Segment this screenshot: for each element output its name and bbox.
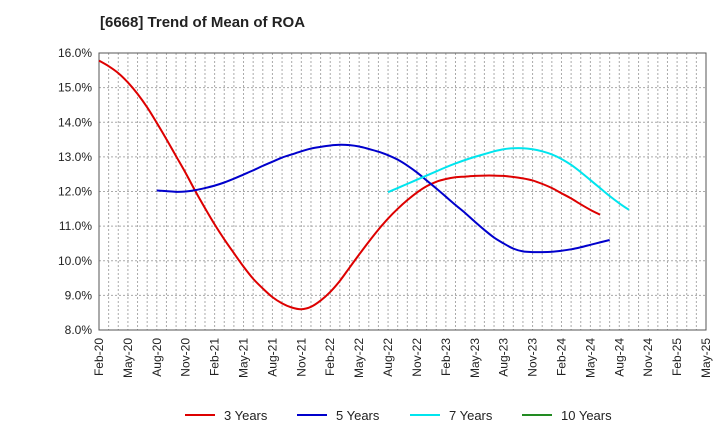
x-tick-label: Feb-23 (439, 338, 453, 376)
x-tick-label: May-23 (468, 338, 482, 378)
y-tick-label: 14.0% (58, 115, 92, 129)
legend-label-7-years: 7 Years (449, 408, 493, 423)
x-tick-label: May-22 (352, 338, 366, 378)
y-tick-label: 9.0% (65, 288, 93, 302)
x-tick-label: Nov-21 (294, 338, 308, 377)
legend: 3 Years 5 Years 7 Years 10 Years (185, 408, 612, 423)
x-tick-label: Aug-21 (265, 338, 279, 377)
y-tick-label: 15.0% (58, 81, 92, 95)
x-tick-label: Nov-22 (410, 338, 424, 377)
series-line-3-years (98, 59, 601, 311)
x-tick-label: May-24 (583, 338, 597, 378)
series-line-7-years (387, 147, 630, 211)
y-axis-ticks: 8.0% 9.0% 10.0% 11.0% 12.0% 13.0% 14.0% 15.0% 16… (58, 46, 92, 337)
y-tick-label: 13.0% (58, 150, 92, 164)
x-tick-label: Nov-23 (526, 338, 540, 377)
x-tick-label: Nov-20 (179, 338, 193, 377)
x-tick-label: Feb-24 (554, 338, 568, 376)
y-tick-label: 16.0% (58, 46, 92, 60)
x-tick-label: Aug-24 (612, 338, 626, 377)
x-tick-label: May-20 (121, 338, 135, 378)
series-line-5-years (156, 143, 610, 254)
y-tick-label: 10.0% (58, 254, 92, 268)
series-lines (98, 59, 630, 311)
legend-label-3-years: 3 Years (224, 408, 268, 423)
x-tick-label: Feb-22 (323, 338, 337, 376)
legend-label-5-years: 5 Years (336, 408, 380, 423)
y-tick-label: 12.0% (58, 185, 92, 199)
plot-area (98, 52, 707, 331)
x-tick-label: Feb-25 (670, 338, 684, 376)
legend-label-10-years: 10 Years (561, 408, 612, 423)
y-tick-label: 11.0% (59, 219, 92, 233)
x-tick-label: Feb-21 (208, 338, 222, 376)
y-tick-label: 8.0% (65, 323, 93, 337)
x-tick-label: Nov-24 (641, 338, 655, 377)
x-tick-label: Feb-20 (92, 338, 106, 376)
chart-title: [6668] Trend of Mean of ROA (100, 14, 306, 31)
x-tick-label: May-21 (237, 338, 251, 378)
x-tick-label: Aug-22 (381, 338, 395, 377)
x-axis-ticks: Feb-20 May-20 Aug-20 Nov-20 Feb-21 May-21 Aug-… (92, 338, 713, 378)
x-tick-label: May-25 (699, 338, 713, 378)
x-tick-label: Aug-20 (150, 338, 164, 377)
x-tick-label: Aug-23 (497, 338, 511, 377)
